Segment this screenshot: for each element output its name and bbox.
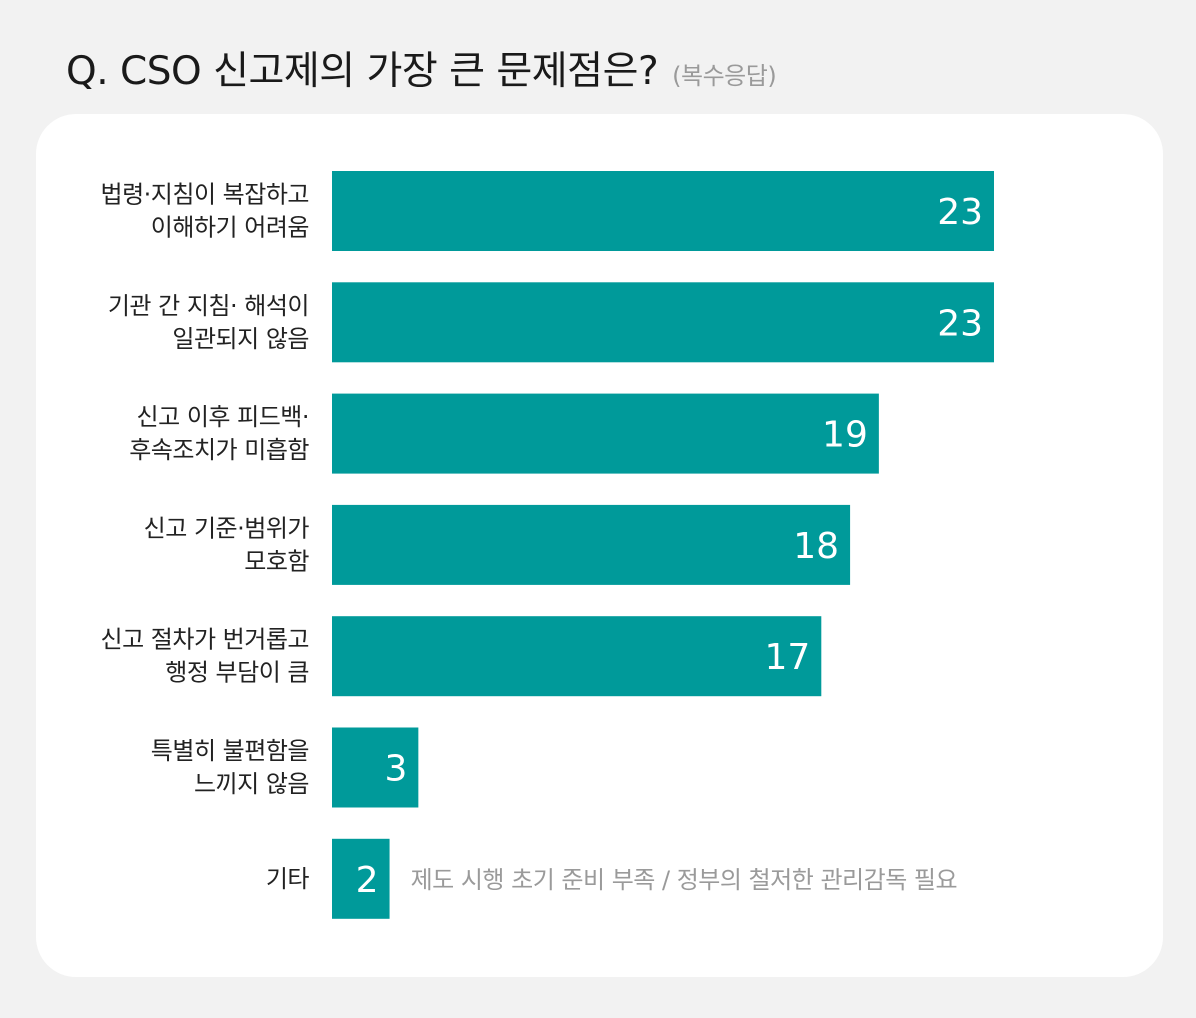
category-label: 느끼지 않음 — [194, 770, 309, 798]
category-label: 이해하기 어려움 — [151, 214, 309, 242]
bar-value-label: 23 — [937, 192, 983, 233]
bar — [332, 504, 851, 585]
category-label: 후속조치가 미흡함 — [129, 436, 309, 464]
title-row: Q. CSO 신고제의 가장 큰 문제점은? (복수응답) — [66, 40, 777, 96]
category-label: 신고 이후 피드백· — [137, 403, 309, 431]
category-label: 행정 부담이 큼 — [165, 659, 309, 687]
chart-title: Q. CSO 신고제의 가장 큰 문제점은? — [66, 49, 659, 94]
bar-value-label: 19 — [822, 415, 868, 456]
bar — [332, 393, 879, 474]
category-label: 법령·지침이 복잡하고 — [101, 181, 309, 209]
bar-value-label: 18 — [793, 526, 839, 567]
category-label: 일관되지 않음 — [172, 325, 309, 353]
bar-value-label: 2 — [356, 860, 379, 901]
bar-value-label: 17 — [764, 637, 810, 678]
chart-subtitle: (복수응답) — [672, 62, 777, 90]
category-label: 기타 — [266, 865, 310, 893]
bar — [332, 282, 994, 363]
bar — [332, 171, 994, 251]
category-label: 신고 절차가 번거롭고 — [101, 626, 309, 654]
category-label: 신고 기준·범위가 — [144, 514, 310, 542]
bar — [332, 616, 822, 697]
annotation-note: 제도 시행 초기 준비 부족 / 정부의 철저한 관리감독 필요 — [411, 866, 958, 894]
category-label: 특별히 불편함을 — [151, 737, 309, 765]
bar-value-label: 3 — [384, 749, 407, 790]
bar-group: 2 기타 — [266, 838, 390, 919]
bar — [332, 838, 390, 919]
category-label: 기관 간 지침· 해석이 — [108, 292, 309, 320]
bar-group: 19 신고 이후 피드백· 후속조치가 미흡함 — [129, 393, 879, 474]
bar — [332, 727, 419, 808]
category-label: 모호함 — [244, 547, 309, 575]
bar-value-label: 23 — [937, 303, 983, 344]
chart-card: 23 법령·지침이 복잡하고 이해하기 어려움 23 기관 간 지침· 해석이 일관되지 … — [36, 114, 1163, 977]
